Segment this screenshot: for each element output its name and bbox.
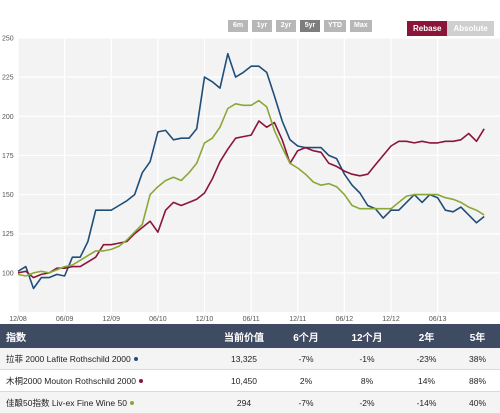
mode-toggle: Rebase Absolute bbox=[407, 21, 494, 36]
change-12m: -2% bbox=[336, 391, 398, 414]
change-5y: 38% bbox=[455, 348, 500, 370]
change-2y: 14% bbox=[398, 369, 455, 392]
col-value-header: 当前价值 bbox=[212, 324, 276, 348]
change-5y: 88% bbox=[455, 369, 500, 392]
y-tick-label: 175 bbox=[2, 153, 14, 160]
series-line-lafite bbox=[17, 52, 485, 290]
range-1yr-button[interactable]: 1yr bbox=[252, 20, 272, 32]
x-tick-label: 06/12 bbox=[336, 316, 354, 322]
col-6m-header: 6个月 bbox=[276, 324, 336, 348]
x-tick-label: 06/09 bbox=[56, 316, 74, 322]
x-tick-label: 12/09 bbox=[102, 316, 120, 322]
performance-table: 指数 当前价值 6个月 12个月 2年 5年 拉菲 2000 Lafite Ro… bbox=[0, 324, 500, 414]
current-value: 13,325 bbox=[212, 348, 276, 370]
rebase-button[interactable]: Rebase bbox=[407, 21, 448, 36]
x-tick-label: 06/11 bbox=[243, 316, 260, 322]
change-12m: -1% bbox=[336, 348, 398, 370]
absolute-button[interactable]: Absolute bbox=[447, 21, 494, 36]
y-tick-label: 200 bbox=[2, 114, 14, 121]
y-tick-label: 250 bbox=[2, 36, 14, 43]
table-row: 木桐2000 Mouton Rothschild 2000 10,450 2% … bbox=[0, 369, 500, 392]
change-2y: -23% bbox=[398, 348, 455, 370]
price-chart: 100 125 150 175 200 225 250 12/08 06/09 12/09 06/… bbox=[2, 36, 500, 322]
range-2yr-button[interactable]: 2yr bbox=[276, 20, 296, 32]
current-value: 294 bbox=[212, 391, 276, 414]
series-lines bbox=[17, 52, 485, 290]
change-6m: -7% bbox=[276, 348, 336, 370]
time-range-selector: 6m 1yr 2yr 5yr YTD Max bbox=[228, 20, 372, 32]
series-line-mouton bbox=[17, 120, 485, 279]
col-index-header: 指数 bbox=[0, 324, 212, 348]
series-marker-icon bbox=[133, 357, 138, 362]
table-header-row: 指数 当前价值 6个月 12个月 2年 5年 bbox=[0, 324, 500, 348]
change-6m: -7% bbox=[276, 391, 336, 414]
x-axis: 12/08 06/09 12/09 06/10 12/10 06/11 12/11 06/12… bbox=[9, 316, 446, 322]
x-tick-label: 12/08 bbox=[9, 316, 27, 322]
y-tick-label: 125 bbox=[2, 231, 14, 238]
range-ytd-button[interactable]: YTD bbox=[324, 20, 346, 32]
x-tick-label: 12/11 bbox=[289, 316, 306, 322]
table-row: 拉菲 2000 Lafite Rothschild 2000 13,325 -7… bbox=[0, 348, 500, 370]
change-2y: -14% bbox=[398, 391, 455, 414]
change-12m: 8% bbox=[336, 369, 398, 392]
table-row: 佳酿50指数 Liv-ex Fine Wine 50 294 -7% -2% -… bbox=[0, 391, 500, 414]
col-2y-header: 2年 bbox=[398, 324, 455, 348]
series-marker-icon bbox=[129, 401, 134, 406]
series-line-liv_ex bbox=[17, 99, 485, 277]
y-tick-label: 100 bbox=[2, 270, 14, 277]
index-name: 木桐2000 Mouton Rothschild 2000 bbox=[6, 375, 136, 386]
col-12m-header: 12个月 bbox=[336, 324, 398, 348]
current-value: 10,450 bbox=[212, 369, 276, 392]
row-name-cell: 拉菲 2000 Lafite Rothschild 2000 bbox=[0, 348, 212, 370]
range-max-button[interactable]: Max bbox=[350, 20, 372, 32]
change-6m: 2% bbox=[276, 369, 336, 392]
index-name: 拉菲 2000 Lafite Rothschild 2000 bbox=[6, 353, 131, 364]
plot-area bbox=[18, 38, 500, 312]
col-5y-header: 5年 bbox=[455, 324, 500, 348]
x-tick-label: 06/13 bbox=[429, 316, 447, 322]
index-name: 佳酿50指数 Liv-ex Fine Wine 50 bbox=[6, 397, 127, 408]
y-axis: 100 125 150 175 200 225 250 bbox=[2, 36, 14, 278]
range-5yr-button[interactable]: 5yr bbox=[300, 20, 320, 32]
y-tick-label: 150 bbox=[2, 192, 14, 199]
series-marker-icon bbox=[138, 379, 143, 384]
x-tick-label: 12/12 bbox=[382, 316, 400, 322]
x-tick-label: 12/10 bbox=[196, 316, 214, 322]
x-tick-label: 06/10 bbox=[149, 316, 167, 322]
row-name-cell: 木桐2000 Mouton Rothschild 2000 bbox=[0, 369, 212, 392]
range-6m-button[interactable]: 6m bbox=[228, 20, 248, 32]
change-5y: 40% bbox=[455, 391, 500, 414]
y-tick-label: 225 bbox=[2, 75, 14, 82]
row-name-cell: 佳酿50指数 Liv-ex Fine Wine 50 bbox=[0, 391, 212, 414]
